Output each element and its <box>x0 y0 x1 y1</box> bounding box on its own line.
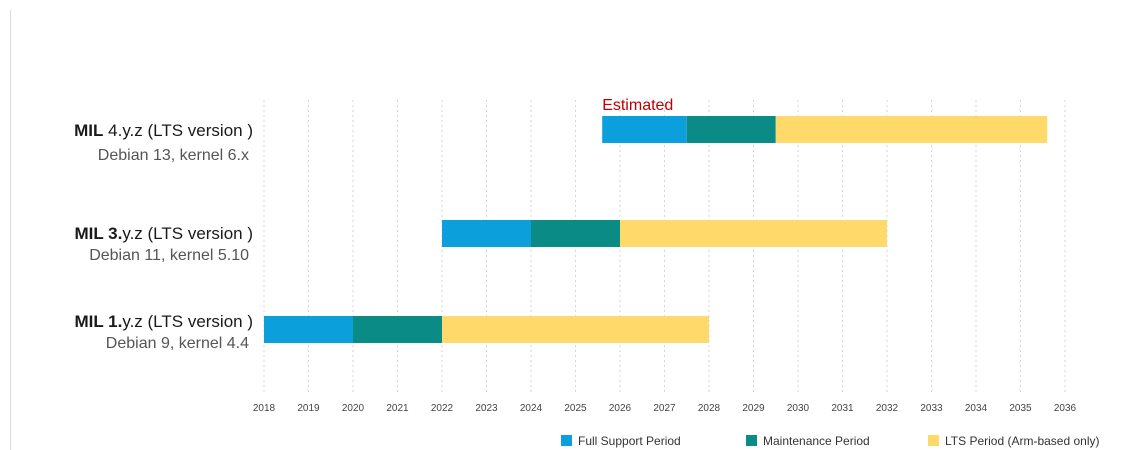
bar-segment-full <box>442 220 531 247</box>
x-tick-label: 2033 <box>920 403 943 414</box>
annotation-estimated: Estimated <box>602 97 673 114</box>
row-subtitle: Debian 11, kernel 5.10 <box>89 247 249 264</box>
bar-segment-full <box>264 316 353 343</box>
bar-segment-full <box>602 116 687 143</box>
x-tick-label: 2028 <box>698 403 721 414</box>
legend-swatch-full <box>561 435 572 446</box>
x-tick-label: 2023 <box>475 403 498 414</box>
x-tick-label: 2026 <box>609 403 632 414</box>
x-tick-label: 2034 <box>965 403 988 414</box>
x-tick-label: 2019 <box>297 403 320 414</box>
row-title: MIL 3.y.z (LTS version ) <box>74 224 253 243</box>
x-tick-label: 2018 <box>253 403 276 414</box>
x-tick-label: 2031 <box>831 403 854 414</box>
legend-label-maint: Maintenance Period <box>763 434 870 448</box>
row-subtitle: Debian 13, kernel 6.x <box>98 147 249 164</box>
x-tick-label: 2035 <box>1009 403 1032 414</box>
x-tick-label: 2022 <box>431 403 454 414</box>
x-tick-label: 2024 <box>520 403 543 414</box>
x-tick-label: 2025 <box>564 403 587 414</box>
bar-segment-lts <box>775 116 1048 143</box>
x-tick-label: 2029 <box>742 403 765 414</box>
row-title-rest: y.z (LTS version ) <box>122 312 253 331</box>
row-title-bold: MIL 1. <box>74 312 122 331</box>
bar-segment-maint <box>353 316 442 343</box>
x-tick-label: 2032 <box>876 403 899 414</box>
bar-segment-lts <box>442 316 709 343</box>
row-title-rest: 4.y.z (LTS version ) <box>103 121 253 140</box>
x-tick-label: 2021 <box>386 403 409 414</box>
row-title-bold: MIL 3. <box>74 224 122 243</box>
row-title: MIL 4.y.z (LTS version ) <box>74 121 253 140</box>
x-tick-label: 2030 <box>787 403 810 414</box>
row-title-bold: MIL <box>74 121 103 140</box>
x-tick-label: 2036 <box>1054 403 1077 414</box>
legend-swatch-lts <box>928 435 939 446</box>
bar-segment-maint <box>531 220 620 247</box>
row-title: MIL 1.y.z (LTS version ) <box>74 312 253 331</box>
legend-swatch-maint <box>746 435 757 446</box>
row-title-rest: y.z (LTS version ) <box>122 224 253 243</box>
x-tick-label: 2027 <box>653 403 676 414</box>
legend-label-full: Full Support Period <box>578 434 681 448</box>
legend-label-lts: LTS Period (Arm-based only) <box>945 434 1100 448</box>
row-subtitle: Debian 9, kernel 4.4 <box>106 335 249 352</box>
x-tick-label: 2020 <box>342 403 365 414</box>
bar-segment-maint <box>686 116 776 143</box>
bar-segment-lts <box>620 220 887 247</box>
